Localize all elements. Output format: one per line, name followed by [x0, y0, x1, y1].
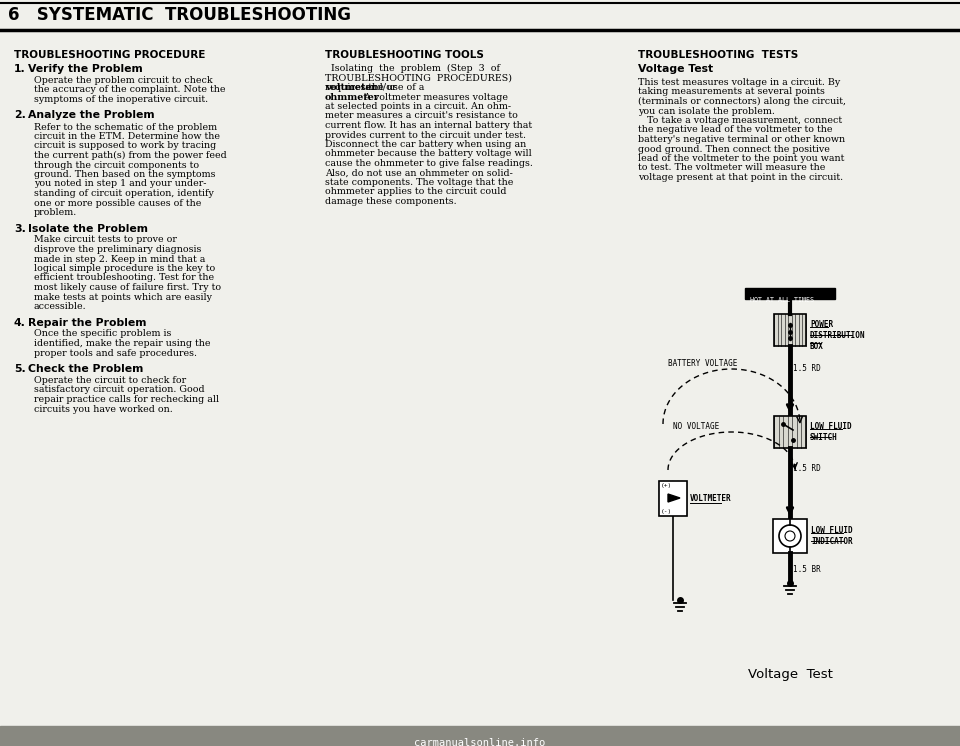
Text: Check the Problem: Check the Problem	[28, 364, 143, 374]
Text: circuits you have worked on.: circuits you have worked on.	[34, 404, 173, 413]
Text: (+): (+)	[661, 483, 672, 487]
Text: TROUBLESHOOTING TOOLS: TROUBLESHOOTING TOOLS	[325, 50, 484, 60]
Text: logical simple procedure is the key to: logical simple procedure is the key to	[34, 264, 215, 273]
Text: Refer to the schematic of the problem: Refer to the schematic of the problem	[34, 122, 217, 131]
Text: (-): (-)	[661, 510, 672, 515]
Text: you can isolate the problem.: you can isolate the problem.	[638, 107, 775, 116]
Text: 1.5 RD: 1.5 RD	[793, 464, 821, 473]
Text: disprove the preliminary diagnosis: disprove the preliminary diagnosis	[34, 245, 202, 254]
Text: ohmmeter applies to the circuit could: ohmmeter applies to the circuit could	[325, 187, 507, 196]
Bar	[773, 519, 807, 553]
Text: symptoms of the inoperative circuit.: symptoms of the inoperative circuit.	[34, 95, 208, 104]
Text: provides current to the circuit under test.: provides current to the circuit under te…	[325, 131, 526, 140]
Text: you noted in step 1 and your under-: you noted in step 1 and your under-	[34, 180, 206, 189]
Text: 3.: 3.	[14, 224, 26, 233]
Text: TROUBLESHOOTING  TESTS: TROUBLESHOOTING TESTS	[638, 50, 799, 60]
Text: taking measurements at several points: taking measurements at several points	[638, 87, 825, 96]
Text: Isolating  the  problem  (Step  3  of: Isolating the problem (Step 3 of	[325, 64, 500, 73]
Text: one or more possible causes of the: one or more possible causes of the	[34, 198, 202, 207]
Text: 1.5 RD: 1.5 RD	[793, 364, 821, 373]
Text: This test measures voltage in a circuit. By: This test measures voltage in a circuit.…	[638, 78, 840, 87]
Text: ohmmeter because the battery voltage will: ohmmeter because the battery voltage wil…	[325, 149, 532, 158]
Text: the accuracy of the complaint. Note the: the accuracy of the complaint. Note the	[34, 86, 226, 95]
Text: and/or: and/or	[362, 83, 396, 92]
Text: Also, do not use an ohmmeter on solid-: Also, do not use an ohmmeter on solid-	[325, 169, 513, 178]
Text: through the circuit components to: through the circuit components to	[34, 160, 199, 169]
Text: voltage present at that point in the circuit.: voltage present at that point in the cir…	[638, 173, 843, 182]
Text: TROUBLESHOOTING  PROCEDURES): TROUBLESHOOTING PROCEDURES)	[325, 74, 512, 83]
Text: LOW FLUID
SWITCH: LOW FLUID SWITCH	[810, 422, 852, 442]
Text: meter measures a circuit's resistance to: meter measures a circuit's resistance to	[325, 111, 517, 121]
Text: ohmmeter: ohmmeter	[325, 93, 380, 101]
Text: VOLTMETER: VOLTMETER	[690, 494, 732, 503]
Text: current flow. It has an internal battery that: current flow. It has an internal battery…	[325, 121, 532, 130]
Text: most likely cause of failure first. Try to: most likely cause of failure first. Try …	[34, 283, 221, 292]
Text: (terminals or connectors) along the circuit,: (terminals or connectors) along the circ…	[638, 97, 846, 106]
Text: cause the ohmmeter to give false readings.: cause the ohmmeter to give false reading…	[325, 159, 533, 168]
Text: Operate the problem circuit to check: Operate the problem circuit to check	[34, 76, 212, 85]
Text: Isolate the Problem: Isolate the Problem	[28, 224, 148, 233]
Text: repair practice calls for rechecking all: repair practice calls for rechecking all	[34, 395, 219, 404]
Text: accessible.: accessible.	[34, 302, 86, 311]
Text: lead of the voltmeter to the point you want: lead of the voltmeter to the point you w…	[638, 154, 845, 163]
Text: ground. Then based on the symptoms: ground. Then based on the symptoms	[34, 170, 215, 179]
Text: satisfactory circuit operation. Good: satisfactory circuit operation. Good	[34, 386, 204, 395]
Text: state components. The voltage that the: state components. The voltage that the	[325, 178, 514, 187]
Text: damage these components.: damage these components.	[325, 197, 457, 206]
Text: identified, make the repair using the: identified, make the repair using the	[34, 339, 210, 348]
Text: 1.: 1.	[14, 64, 26, 74]
Text: Operate the circuit to check for: Operate the circuit to check for	[34, 376, 186, 385]
Text: 1.5 BR: 1.5 BR	[793, 565, 821, 574]
Text: at selected points in a circuit. An ohm-: at selected points in a circuit. An ohm-	[325, 102, 511, 111]
Text: to test. The voltmeter will measure the: to test. The voltmeter will measure the	[638, 163, 826, 172]
Text: Verify the Problem: Verify the Problem	[28, 64, 143, 74]
Text: circuit in the ETM. Determine how the: circuit in the ETM. Determine how the	[34, 132, 220, 141]
Polygon shape	[668, 494, 680, 502]
Text: LOW FLUID
INDICATOR: LOW FLUID INDICATOR	[811, 526, 852, 546]
Text: TROUBLESHOOTING PROCEDURE: TROUBLESHOOTING PROCEDURE	[14, 50, 205, 60]
Text: . A voltmeter measures voltage: . A voltmeter measures voltage	[358, 93, 508, 101]
Text: requires the use of a: requires the use of a	[325, 83, 427, 92]
Text: To take a voltage measurement, connect: To take a voltage measurement, connect	[638, 116, 842, 125]
Text: Voltage Test: Voltage Test	[638, 64, 713, 74]
Text: carmanualsonline.info: carmanualsonline.info	[415, 738, 545, 746]
Text: Once the specific problem is: Once the specific problem is	[34, 330, 172, 339]
Text: HOT AT ALL TIMES: HOT AT ALL TIMES	[750, 297, 814, 303]
Bar	[774, 314, 806, 346]
Text: battery's negative terminal or other known: battery's negative terminal or other kno…	[638, 135, 845, 144]
Bar	[774, 416, 806, 448]
Bar	[659, 480, 687, 515]
Text: Repair the Problem: Repair the Problem	[28, 318, 147, 327]
Text: 6   SYSTEMATIC  TROUBLESHOOTING: 6 SYSTEMATIC TROUBLESHOOTING	[8, 6, 351, 24]
Text: Voltage  Test: Voltage Test	[748, 668, 832, 681]
Text: make tests at points which are easily: make tests at points which are easily	[34, 292, 212, 301]
Text: POWER
DISTRIBUTION
BOX: POWER DISTRIBUTION BOX	[810, 320, 866, 351]
Text: problem.: problem.	[34, 208, 77, 217]
Text: made in step 2. Keep in mind that a: made in step 2. Keep in mind that a	[34, 254, 205, 263]
Text: good ground. Then connect the positive: good ground. Then connect the positive	[638, 145, 829, 154]
Text: NO VOLTAGE: NO VOLTAGE	[673, 422, 719, 431]
Text: standing of circuit operation, identify: standing of circuit operation, identify	[34, 189, 214, 198]
Text: proper tools and safe procedures.: proper tools and safe procedures.	[34, 348, 197, 357]
Bar	[745, 288, 835, 299]
Text: 4.: 4.	[14, 318, 26, 327]
Text: efficient troubleshooting. Test for the: efficient troubleshooting. Test for the	[34, 274, 214, 283]
Text: the negative lead of the voltmeter to the: the negative lead of the voltmeter to th…	[638, 125, 832, 134]
Text: Make circuit tests to prove or: Make circuit tests to prove or	[34, 236, 177, 245]
Text: Disconnect the car battery when using an: Disconnect the car battery when using an	[325, 140, 526, 149]
Text: Analyze the Problem: Analyze the Problem	[28, 110, 155, 121]
Text: 5.: 5.	[14, 364, 26, 374]
Text: voltmeter: voltmeter	[325, 83, 376, 92]
Bar	[0, 726, 960, 746]
Text: 2.: 2.	[14, 110, 26, 121]
Text: BATTERY VOLTAGE: BATTERY VOLTAGE	[668, 359, 737, 368]
Text: the current path(s) from the power feed: the current path(s) from the power feed	[34, 151, 227, 160]
Text: circuit is supposed to work by tracing: circuit is supposed to work by tracing	[34, 142, 216, 151]
